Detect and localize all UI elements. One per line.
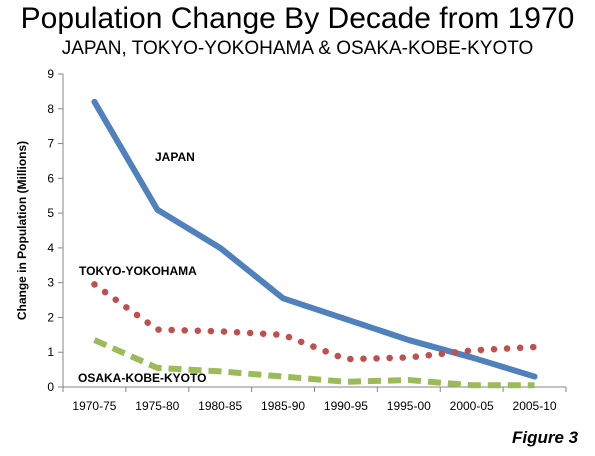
x-tick-label: 1975-80 — [135, 399, 179, 413]
y-tick-label: 3 — [47, 276, 54, 290]
series-line-osaka-kobe-kyoto — [93, 337, 535, 389]
x-tick-label: 1985-90 — [261, 399, 305, 413]
y-tick-label: 6 — [47, 171, 54, 185]
series-line-tokyo-yokohama — [91, 281, 538, 363]
x-tick-label: 1995-00 — [387, 399, 431, 413]
series-label-osaka-kobe-kyoto: OSAKA-KOBE-KYOTO — [78, 371, 206, 385]
x-tick-label: 1990-95 — [324, 399, 368, 413]
y-tick-label: 2 — [47, 310, 54, 324]
chart-title: Population Change By Decade from 1970 — [20, 2, 575, 35]
y-tick-label: 0 — [47, 380, 54, 394]
x-tick-label: 2005-10 — [513, 399, 557, 413]
x-tick-label: 1980-85 — [198, 399, 242, 413]
x-tick-label: 1970-75 — [72, 399, 116, 413]
y-tick-label: 8 — [47, 102, 54, 116]
y-tick-label: 9 — [47, 67, 54, 81]
y-axis-label: Change in Population (Millions) — [15, 141, 29, 320]
y-tick-label: 1 — [47, 345, 54, 359]
chart-subtitle: JAPAN, TOKYO-YOKOHAMA & OSAKA-KOBE-KYOTO — [61, 38, 534, 59]
x-tick-label: 2000-05 — [450, 399, 494, 413]
y-tick-label: 4 — [47, 241, 54, 255]
series-label-japan: JAPAN — [155, 150, 195, 164]
y-tick-label: 5 — [47, 206, 54, 220]
figure-label: Figure 3 — [512, 428, 579, 447]
series-line-japan — [91, 98, 538, 380]
series-label-tokyo-yokohama: TOKYO-YOKOHAMA — [79, 264, 197, 278]
y-tick-label: 7 — [47, 137, 54, 151]
